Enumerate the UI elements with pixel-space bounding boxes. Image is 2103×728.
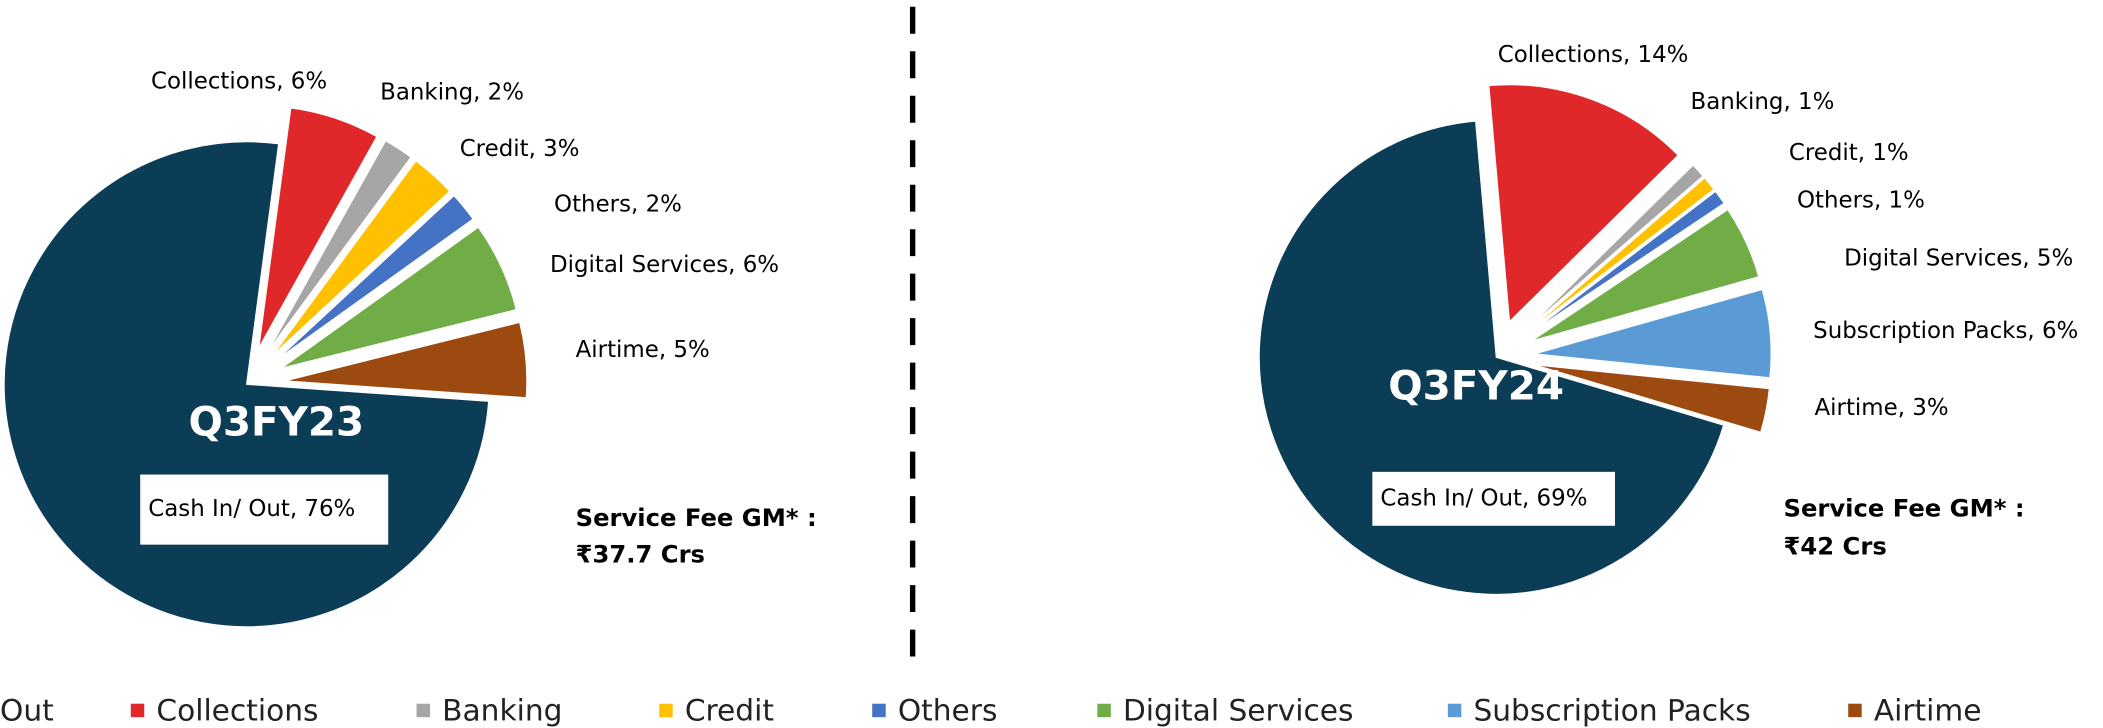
pie-slice xyxy=(1525,176,1716,334)
label-box xyxy=(1372,471,1615,526)
data-label: Others, 2% xyxy=(554,191,682,217)
chart-title: Q3FY23 xyxy=(189,398,365,446)
legend-label: Banking xyxy=(442,692,562,727)
pie-slice xyxy=(1523,164,1705,333)
pie-slice xyxy=(284,321,528,399)
data-label: Cash In/ Out, 76% xyxy=(148,496,355,522)
legend-label: Airtime xyxy=(1874,692,1982,727)
pie-slice xyxy=(1487,83,1680,324)
pie-slice xyxy=(271,159,451,357)
data-label: Banking, 1% xyxy=(1690,89,1834,115)
legend-swatch xyxy=(1097,703,1111,718)
annotation: ₹37.7 Crs xyxy=(576,539,705,568)
annotation: Service Fee GM* : xyxy=(576,503,817,532)
label-box xyxy=(140,474,389,545)
annotation: ₹42 Crs xyxy=(1784,531,1887,560)
legend-swatch xyxy=(872,703,886,718)
data-label: Credit, 3% xyxy=(460,136,580,162)
data-label: Others, 1% xyxy=(1797,187,1925,213)
legend-swatch xyxy=(1848,703,1862,718)
legend-label: Others xyxy=(898,692,998,727)
legend-label: Collections xyxy=(156,692,318,727)
pie-slice xyxy=(257,107,378,349)
pie-slice xyxy=(1533,288,1772,379)
pie-slice xyxy=(1526,190,1726,336)
legend-label: Subscription Packs xyxy=(1473,692,1750,727)
legend-swatch xyxy=(130,703,145,718)
data-label: Cash In/ Out, 69% xyxy=(1380,485,1587,511)
data-label: Banking, 2% xyxy=(380,80,524,106)
legend-swatch xyxy=(416,703,431,718)
pie-slice xyxy=(1533,363,1771,434)
data-label: Airtime, 5% xyxy=(576,337,710,363)
pie-slice xyxy=(1530,208,1760,343)
pie-slice xyxy=(266,139,413,353)
data-label: Digital Services, 6% xyxy=(550,252,779,278)
data-label: Credit, 1% xyxy=(1789,140,1909,166)
data-label: Airtime, 3% xyxy=(1815,395,1949,421)
legend-label: Cash In/ Out xyxy=(0,692,54,727)
data-label: Collections, 6% xyxy=(151,69,327,95)
legend-swatch xyxy=(1447,703,1462,718)
legend-swatch xyxy=(659,703,673,718)
data-label: Digital Services, 5% xyxy=(1844,245,2073,271)
chart-title: Q3FY24 xyxy=(1388,361,1564,409)
pie-slice xyxy=(275,194,475,361)
annotation: Service Fee GM* : xyxy=(1784,494,2025,523)
legend-label: Credit xyxy=(685,692,774,727)
legend-label: Digital Services xyxy=(1123,692,1354,727)
data-label: Subscription Packs, 6% xyxy=(1813,318,2078,344)
pie-slice xyxy=(280,226,518,370)
data-label: Collections, 14% xyxy=(1498,42,1689,68)
